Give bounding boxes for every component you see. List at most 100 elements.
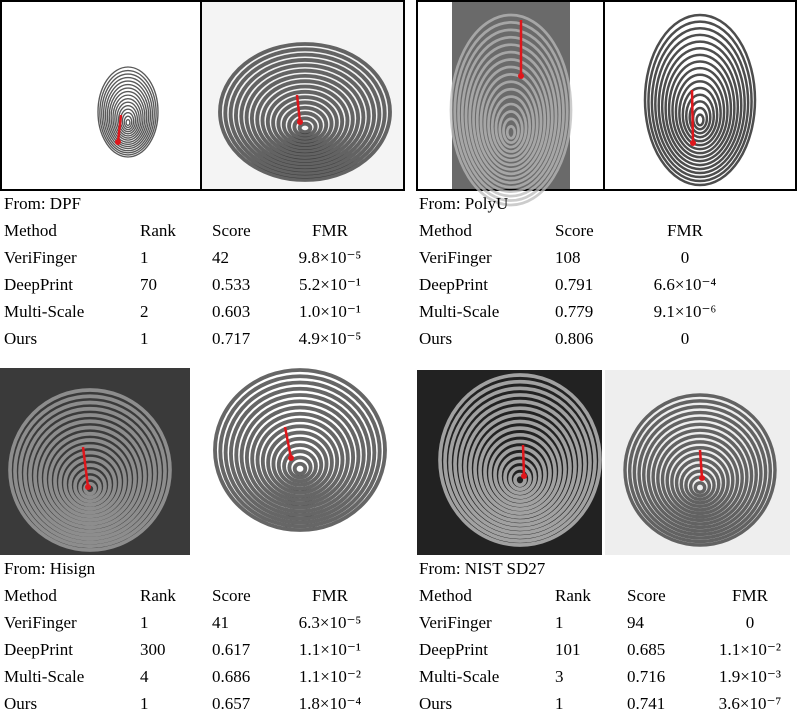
table-cell: 70 xyxy=(140,275,157,294)
ridge xyxy=(458,399,582,531)
table-cell: 1 xyxy=(140,613,149,632)
ridge xyxy=(102,76,154,152)
ridge xyxy=(234,393,366,517)
ridge xyxy=(494,102,528,153)
table-header: Method xyxy=(419,586,472,605)
ridge xyxy=(656,434,744,523)
orientation-dot xyxy=(690,140,696,146)
ridge xyxy=(297,121,313,135)
ridge xyxy=(637,410,763,537)
ridge xyxy=(28,413,152,537)
ridge xyxy=(106,83,150,148)
ridge xyxy=(623,393,777,547)
ridge xyxy=(664,53,736,163)
panel-border xyxy=(416,0,797,191)
ridge xyxy=(503,459,537,496)
ridge xyxy=(646,422,754,530)
ridge xyxy=(244,68,366,166)
ridge xyxy=(632,405,768,540)
ridge xyxy=(651,428,749,526)
ridge xyxy=(114,97,142,139)
ridge xyxy=(654,33,746,175)
ridge xyxy=(448,386,592,539)
ridge xyxy=(83,481,97,496)
ridge xyxy=(73,469,107,504)
table-cell: 300 xyxy=(140,640,166,659)
ridge xyxy=(498,452,542,500)
ridge xyxy=(112,94,144,141)
ridge xyxy=(260,424,340,499)
orientation-dot xyxy=(518,73,524,79)
ridge xyxy=(110,90,146,143)
table-cell: 0.617 xyxy=(212,640,251,659)
ridge xyxy=(457,28,565,198)
ridge xyxy=(68,463,112,507)
table-cell: 9.8×10⁻⁵ xyxy=(299,248,362,267)
table-cell: 1.9×10⁻³ xyxy=(719,667,781,686)
ridge xyxy=(53,444,127,519)
table-cell: 108 xyxy=(555,248,581,267)
ridge xyxy=(38,425,142,530)
table-header: FMR xyxy=(667,221,704,240)
ridge xyxy=(453,21,569,202)
orientation-line xyxy=(116,114,123,143)
ridge xyxy=(104,80,152,150)
table-cell: DeepPrint xyxy=(4,640,73,659)
ridge xyxy=(508,466,532,492)
ridge xyxy=(478,426,562,515)
ridge xyxy=(271,95,339,151)
ridge xyxy=(97,66,159,158)
ridge xyxy=(490,95,532,158)
orientation-dot xyxy=(85,484,91,490)
ridge xyxy=(108,87,148,146)
table-cell: VeriFinger xyxy=(419,248,492,267)
ridge xyxy=(43,431,137,526)
table-cell: 0.603 xyxy=(212,302,250,321)
caption: From: PolyU xyxy=(419,194,508,213)
ridge xyxy=(292,461,308,476)
ridge xyxy=(33,419,147,534)
ridge xyxy=(271,436,329,491)
table-cell: 101 xyxy=(555,640,581,659)
ridge xyxy=(255,418,345,502)
table-header: FMR xyxy=(312,586,349,605)
orientation-dot xyxy=(699,475,705,481)
ridge xyxy=(213,368,387,532)
ridge xyxy=(13,394,167,549)
table-cell: 1 xyxy=(140,694,149,713)
table-cell: Multi-Scale xyxy=(419,667,499,686)
ridge xyxy=(681,86,719,143)
table-cell: 1 xyxy=(555,694,564,713)
ridge xyxy=(281,105,329,144)
orientation-line xyxy=(521,444,526,477)
ridge xyxy=(63,456,117,511)
table-cell: 1.8×10⁻⁴ xyxy=(299,694,362,713)
ridge xyxy=(121,112,135,131)
ridge xyxy=(255,79,355,160)
caption: From: DPF xyxy=(4,194,81,213)
table-header: Rank xyxy=(140,221,176,240)
table-cell: 4 xyxy=(140,667,149,686)
ridge xyxy=(667,60,733,159)
ridge xyxy=(449,13,573,207)
table-cell: 6.6×10⁻⁴ xyxy=(654,275,717,294)
table-header: Score xyxy=(212,586,251,605)
ridge xyxy=(643,13,757,187)
ridge xyxy=(8,388,172,552)
table-header: Rank xyxy=(555,586,591,605)
table-header: FMR xyxy=(732,586,769,605)
table-cell: DeepPrint xyxy=(419,275,488,294)
table-cell: 0.806 xyxy=(555,329,593,348)
orientation-line xyxy=(690,89,695,144)
table-header: Method xyxy=(4,586,57,605)
ridge xyxy=(18,400,162,545)
ridge xyxy=(276,443,324,487)
ridge xyxy=(650,27,750,179)
ridge xyxy=(483,432,557,511)
table-cell: DeepPrint xyxy=(419,640,488,659)
table-cell: 1.1×10⁻² xyxy=(719,640,781,659)
table-cell: 42 xyxy=(212,248,229,267)
ridge xyxy=(228,52,382,176)
ridge xyxy=(250,411,350,506)
ridge xyxy=(438,373,602,547)
